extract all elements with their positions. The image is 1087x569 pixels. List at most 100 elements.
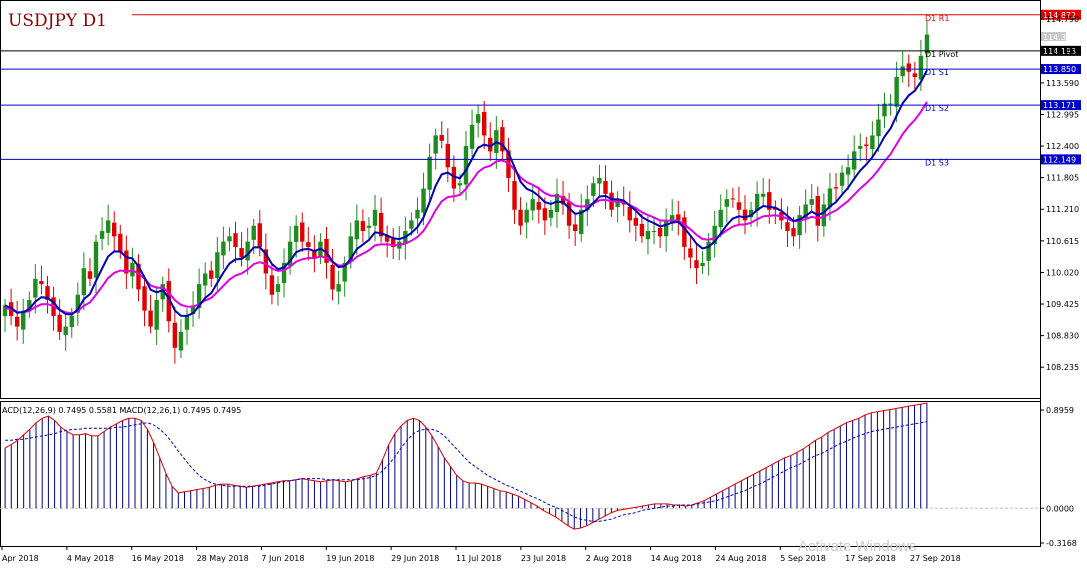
macd-tick-label: 0.8959 bbox=[1046, 406, 1074, 415]
candle bbox=[797, 205, 802, 249]
candle bbox=[39, 265, 44, 295]
candle bbox=[184, 308, 190, 345]
macd-axis: 0.8959 0.0000 -0.3168 bbox=[1040, 406, 1077, 548]
candle bbox=[75, 282, 81, 326]
candle bbox=[130, 247, 135, 289]
candle bbox=[451, 155, 457, 202]
candle bbox=[864, 136, 869, 162]
pivot-price-tag bbox=[1041, 45, 1081, 56]
candle bbox=[639, 213, 645, 243]
pivot-price-label: 113.171 bbox=[1043, 101, 1076, 110]
candle bbox=[269, 262, 275, 305]
price-tick-label: 110.020 bbox=[1046, 268, 1079, 277]
candle bbox=[900, 51, 905, 83]
candle bbox=[894, 61, 899, 123]
candle bbox=[742, 195, 748, 235]
pivot-level-name: D1 S1 bbox=[925, 68, 949, 77]
candle bbox=[439, 121, 444, 149]
candle bbox=[572, 212, 578, 246]
pivot-price-label: 114.872 bbox=[1043, 11, 1076, 20]
candle bbox=[724, 189, 730, 223]
ma-slow-line bbox=[4, 101, 928, 315]
candle bbox=[700, 251, 705, 274]
candle bbox=[45, 276, 50, 314]
candle bbox=[124, 235, 129, 289]
candle bbox=[118, 224, 123, 259]
candle bbox=[712, 210, 717, 258]
time-tick-label: 23 Jul 2018 bbox=[521, 554, 566, 563]
candle bbox=[166, 268, 171, 333]
price-tick-label: 108.235 bbox=[1046, 363, 1079, 372]
pivot-price-label: 113.850 bbox=[1043, 65, 1076, 74]
candle bbox=[500, 119, 505, 161]
candle bbox=[809, 183, 814, 214]
candle bbox=[293, 215, 299, 258]
candle bbox=[718, 194, 723, 238]
macd-signal-line bbox=[5, 421, 927, 522]
candle bbox=[694, 244, 699, 284]
price-tick-label: 110.615 bbox=[1046, 237, 1079, 246]
candle bbox=[579, 193, 584, 242]
candle bbox=[657, 219, 663, 248]
candle bbox=[21, 298, 26, 344]
candle bbox=[839, 165, 845, 194]
candle bbox=[99, 217, 105, 251]
candle bbox=[233, 221, 238, 263]
price-tick-label: 109.425 bbox=[1046, 300, 1079, 309]
macd-pane bbox=[0, 402, 1040, 530]
time-tick-label: 2 Aug 2018 bbox=[586, 554, 632, 563]
pivot-level: D1 S2 113.171 bbox=[0, 100, 1081, 113]
time-tick-label: Apr 2018 bbox=[2, 554, 39, 563]
pivot-level: D1 Pivot 114.193 bbox=[0, 45, 1081, 59]
candle bbox=[105, 204, 111, 246]
candle bbox=[475, 104, 481, 138]
candle bbox=[172, 306, 178, 364]
time-tick-label: 11 Jul 2018 bbox=[456, 554, 501, 563]
candle bbox=[876, 103, 881, 152]
candle bbox=[330, 249, 335, 301]
candle bbox=[196, 268, 202, 319]
price-axis: 114.790 114.185 113.590 112.995 112.400 111.8… bbox=[1040, 15, 1079, 372]
macd-line bbox=[4, 402, 927, 530]
candle bbox=[112, 211, 117, 252]
svg-text:114.342: 114.342 bbox=[1043, 33, 1076, 42]
candle bbox=[924, 20, 930, 70]
time-tick-label: 27 Sep 2018 bbox=[910, 554, 961, 563]
time-axis: Apr 2018 4 May 2018 16 May 2018 28 May 2018… bbox=[1, 546, 961, 563]
candle bbox=[300, 212, 305, 252]
time-tick-label: 19 Jun 2018 bbox=[326, 554, 374, 563]
candle bbox=[627, 191, 632, 233]
pivot-price-tag bbox=[1041, 64, 1081, 75]
candle bbox=[488, 122, 493, 162]
candle bbox=[306, 226, 311, 261]
candle bbox=[633, 207, 639, 242]
pivot-price-tag bbox=[1041, 100, 1081, 111]
candle bbox=[142, 275, 147, 327]
candle bbox=[524, 202, 529, 239]
time-tick-label: 29 Jun 2018 bbox=[391, 554, 439, 563]
time-tick-label: 28 May 2018 bbox=[197, 554, 249, 563]
candle bbox=[912, 61, 918, 90]
candle bbox=[366, 217, 372, 241]
candle bbox=[554, 178, 560, 228]
candle bbox=[676, 201, 681, 236]
candle bbox=[354, 204, 360, 255]
pivot-price-label: 114.193 bbox=[1043, 47, 1076, 56]
candle bbox=[33, 264, 38, 314]
candle bbox=[858, 133, 863, 162]
candle bbox=[651, 216, 657, 245]
candle bbox=[342, 256, 347, 297]
candle bbox=[870, 121, 875, 156]
pivot-price-label: 112.149 bbox=[1043, 155, 1076, 164]
time-tick-label: 14 Aug 2018 bbox=[651, 554, 702, 563]
candle bbox=[518, 197, 523, 235]
candle bbox=[761, 177, 766, 207]
price-tick-label: 111.210 bbox=[1046, 205, 1079, 214]
candle bbox=[833, 173, 839, 204]
candle bbox=[736, 186, 742, 225]
candle bbox=[645, 215, 651, 255]
time-tick-label: 16 May 2018 bbox=[132, 554, 184, 563]
candle bbox=[688, 234, 693, 269]
